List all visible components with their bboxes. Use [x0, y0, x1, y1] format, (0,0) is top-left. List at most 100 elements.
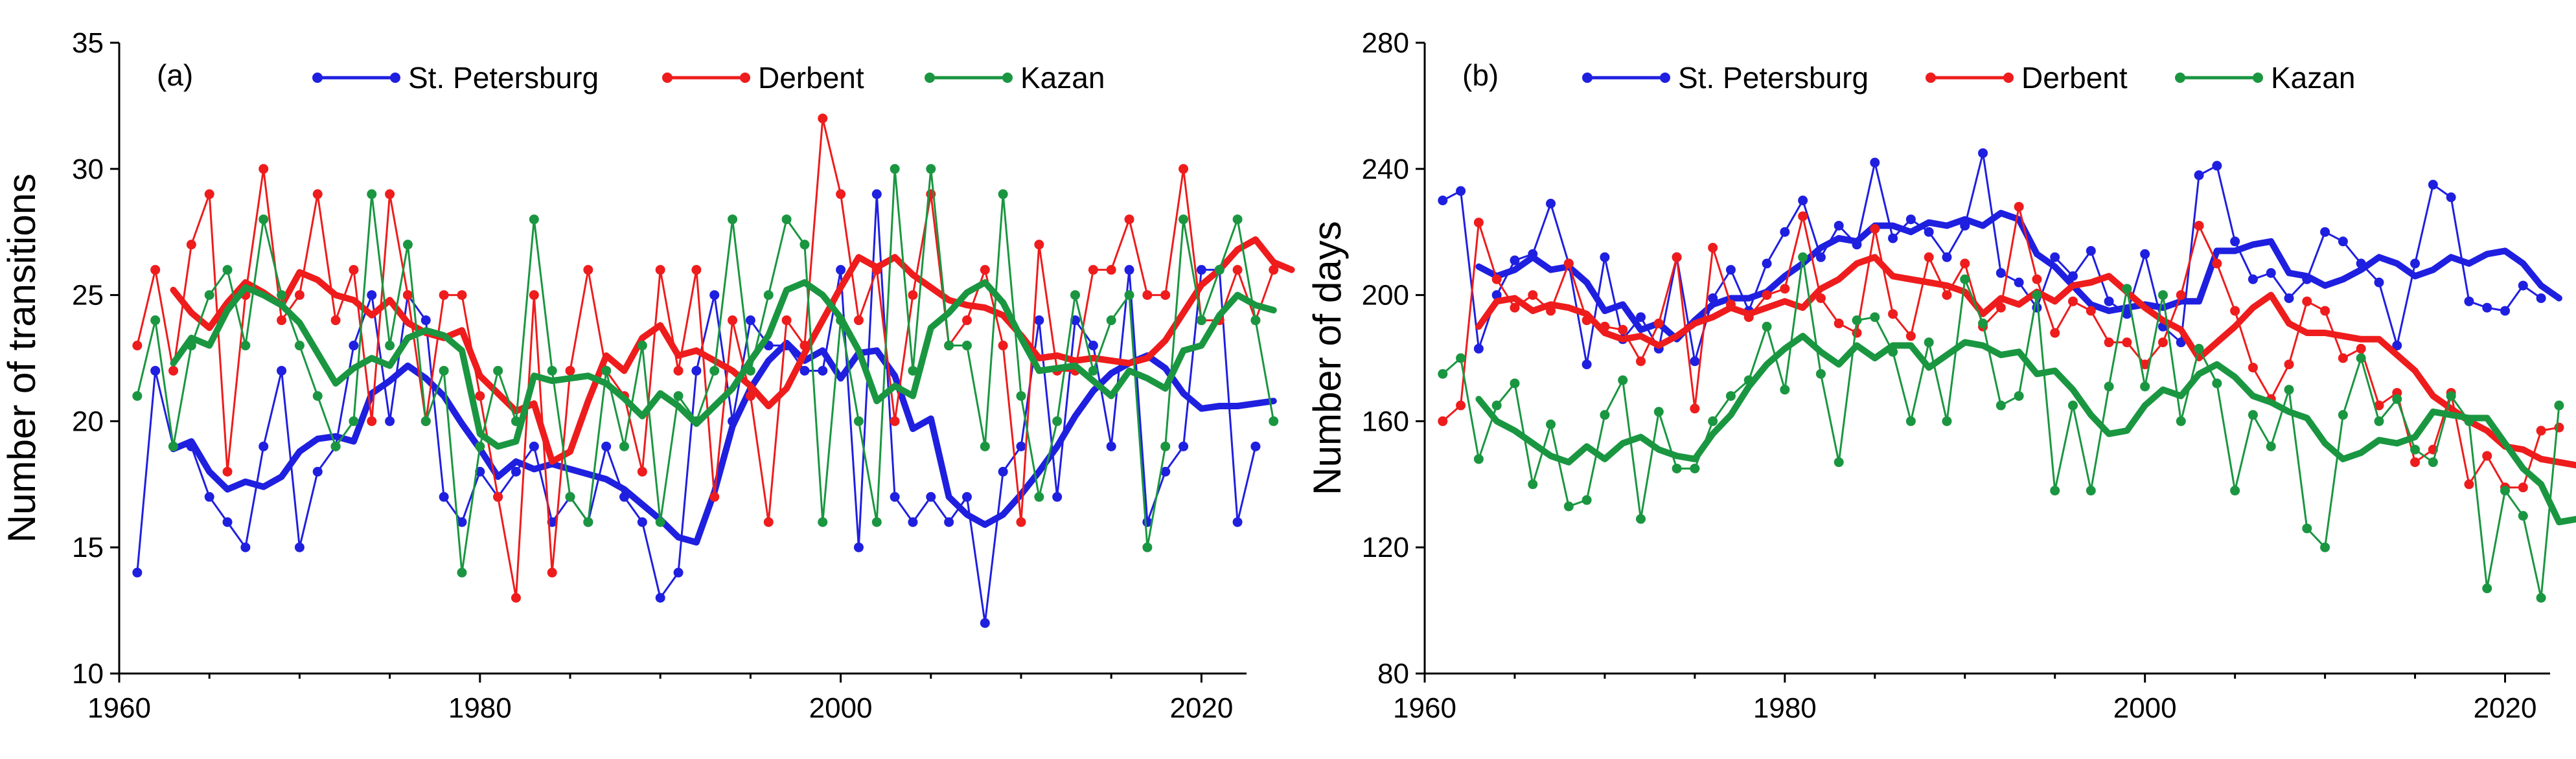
data-point [385, 189, 395, 199]
data-point [2014, 391, 2024, 401]
panel-b: 80 120 160 200 240 280 1960 1980 2000 2020 Number … [1305, 27, 2576, 724]
data-point [529, 214, 539, 225]
y-tick-label: 280 [1362, 27, 1409, 59]
legend-marker [2253, 73, 2263, 83]
data-point [312, 391, 323, 401]
data-point [1798, 252, 1808, 262]
y-tick-label: 30 [72, 153, 104, 185]
data-point [2410, 258, 2421, 269]
data-point [1250, 441, 1261, 451]
data-point [637, 341, 647, 351]
data-point [1905, 331, 1916, 341]
data-point [601, 441, 612, 451]
data-point [2284, 385, 2294, 395]
data-point [2014, 277, 2024, 288]
legend-marker [312, 73, 323, 83]
data-point [2320, 306, 2330, 316]
panel-label: (b) [1462, 58, 1499, 92]
data-point [2104, 381, 2114, 392]
data-point [565, 492, 575, 502]
data-point [1456, 400, 1466, 411]
data-point [2212, 378, 2222, 389]
data-point [547, 365, 557, 376]
data-point [637, 466, 647, 477]
data-point [240, 341, 251, 351]
smoothed-line [170, 339, 1277, 546]
data-point [457, 517, 467, 527]
data-point [1870, 157, 1880, 168]
data-point [2212, 258, 2222, 269]
data-point [2338, 410, 2348, 420]
data-point [1438, 196, 1448, 205]
data-point [439, 492, 449, 502]
data-point [439, 290, 449, 300]
data-point [2536, 293, 2546, 303]
legend-label: St. Petersburg [1678, 61, 1869, 95]
data-point [655, 517, 665, 527]
legend-marker [390, 73, 400, 83]
data-point [2176, 290, 2186, 300]
data-point [890, 164, 900, 174]
data-point [1016, 517, 1026, 527]
data-point [908, 365, 918, 376]
data-point [2374, 416, 2384, 426]
data-point [1528, 290, 1538, 300]
data-point [745, 391, 755, 401]
x-tick-label: 2020 [1169, 692, 1233, 724]
data-point [2230, 236, 2240, 247]
data-point [1546, 198, 1556, 209]
x-tick-label: 2000 [809, 692, 873, 724]
data-point [980, 441, 990, 451]
data-point [2050, 252, 2060, 262]
data-point [1106, 315, 1116, 326]
data-point [691, 365, 702, 376]
data-point [1960, 258, 1970, 269]
data-point [1052, 416, 1063, 426]
data-point [330, 441, 341, 451]
data-point [1888, 233, 1898, 244]
data-point [2086, 245, 2096, 256]
data-point [1653, 407, 1664, 417]
data-point [2140, 249, 2150, 259]
data-point [1995, 268, 2006, 278]
data-point [1214, 265, 1225, 275]
data-point [1780, 227, 1790, 237]
legend-label: Derbent [2021, 61, 2128, 95]
data-point [259, 441, 269, 451]
data-point [511, 466, 521, 477]
data-point [1491, 290, 1502, 300]
data-point [2302, 296, 2312, 306]
data-point [2230, 306, 2240, 316]
legend: St. Petersburg Derbent Kazan [312, 61, 1105, 95]
data-point [1708, 243, 1718, 253]
data-point [457, 567, 467, 578]
data-point [1142, 542, 1153, 552]
data-point [2500, 486, 2511, 496]
data-point [1690, 403, 1700, 414]
data-point [402, 290, 413, 300]
data-point [1563, 258, 1574, 269]
data-point [2338, 236, 2348, 247]
data-point [1636, 356, 1646, 367]
data-point [763, 290, 774, 300]
legend-marker [2175, 73, 2185, 83]
data-point [1269, 416, 1279, 426]
y-tick-label: 15 [72, 532, 104, 563]
data-point [186, 240, 196, 250]
data-point [1924, 227, 1934, 237]
x-tick-label: 1980 [448, 692, 512, 724]
data-point [1870, 223, 1880, 234]
data-point [1034, 492, 1044, 502]
data-point [1034, 240, 1044, 250]
data-point [2230, 486, 2240, 496]
data-point [1834, 457, 1844, 468]
data-point [1762, 258, 1772, 269]
data-point [2266, 268, 2276, 278]
data-point [222, 265, 233, 275]
data-point [1510, 302, 1520, 313]
data-point [1924, 337, 1934, 348]
data-point [2032, 290, 2042, 300]
legend-marker [1926, 73, 1936, 83]
data-point [799, 365, 810, 376]
